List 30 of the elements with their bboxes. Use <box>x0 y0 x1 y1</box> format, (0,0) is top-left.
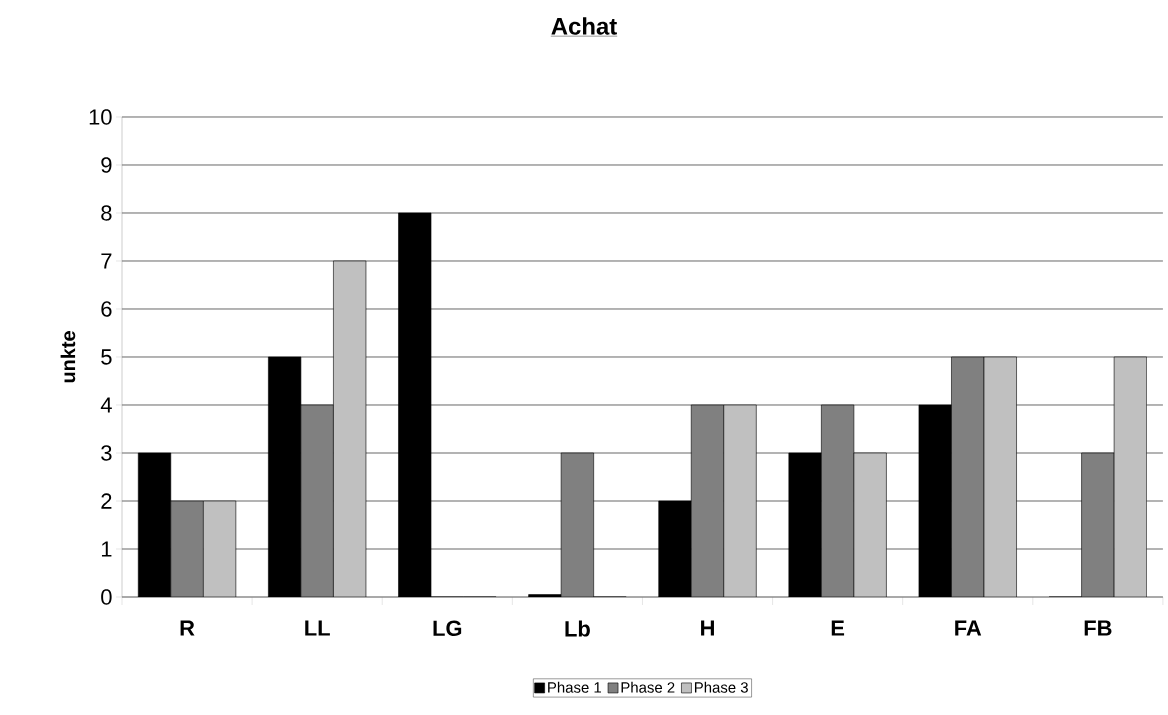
x-tick-label: FB <box>1084 620 1112 636</box>
y-tick-label: 7 <box>101 253 112 269</box>
bar <box>203 500 237 597</box>
y-tick-label: 3 <box>101 445 112 461</box>
y-tick-label: 2 <box>101 493 112 509</box>
legend-label: Phase 3 <box>694 681 748 693</box>
x-tick-label: LG <box>433 620 462 637</box>
x-tick-label: H <box>701 620 714 636</box>
bar <box>983 356 1017 597</box>
y-tick-label: 10 <box>89 109 112 125</box>
x-tick-label: E <box>831 620 845 636</box>
y-tick-label: 5 <box>101 349 112 365</box>
legend-label: Phase 2 <box>621 681 675 693</box>
chart-title: Achat <box>551 17 617 35</box>
y-tick-label: 9 <box>101 157 112 173</box>
y-tick-label: 8 <box>101 205 112 221</box>
y-tick-label: 0 <box>101 589 112 605</box>
y-tick-label: 6 <box>101 301 112 317</box>
bar <box>333 260 367 597</box>
y-axis-title: unkte <box>60 331 76 383</box>
bar <box>1113 356 1147 597</box>
x-tick-label: FA <box>955 620 982 636</box>
x-tick-label: Lb <box>565 620 590 637</box>
legend-label: Phase 1 <box>548 681 601 693</box>
x-tick-label: LL <box>305 620 330 636</box>
bar <box>853 452 887 597</box>
y-tick-label: 1 <box>101 541 112 557</box>
bar <box>723 404 757 597</box>
x-tick-label: R <box>180 620 195 636</box>
y-tick-label: 4 <box>100 397 112 413</box>
